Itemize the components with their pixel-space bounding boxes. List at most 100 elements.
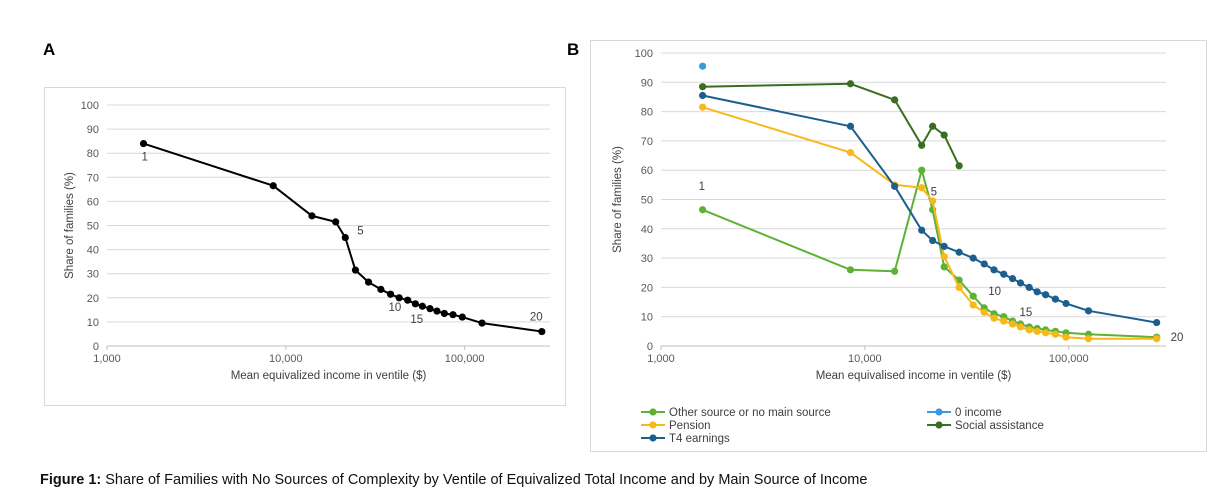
chart-a-point-label: 15 bbox=[410, 314, 423, 326]
chart-b-x-tick-label: 1,000 bbox=[647, 353, 675, 365]
chart-a-series-0-point bbox=[458, 313, 466, 321]
chart-b-series-other-source-or-no-main-source-point bbox=[891, 267, 899, 275]
legend-t4-earnings-label: T4 earnings bbox=[669, 433, 730, 445]
chart-a-series-0-point bbox=[433, 307, 441, 315]
chart-a-series-0-point bbox=[418, 302, 426, 310]
chart-a-series-0-point bbox=[364, 278, 373, 286]
chart-b-y-tick-label: 90 bbox=[641, 77, 653, 89]
chart-b-x-tick-label: 10,000 bbox=[848, 353, 882, 365]
chart-a: 0 10 20 30 40 50 60 70 80 90 100 1,000 10,000 100,000… bbox=[64, 100, 550, 382]
chart-a-point-label: 1 bbox=[142, 152, 148, 164]
chart-b-series-t4-earnings-point bbox=[846, 122, 855, 130]
chart-a-series-0-point bbox=[351, 266, 360, 274]
chart-b-series-t4-earnings-point bbox=[699, 91, 707, 100]
legend-t4-earnings-swatch-marker bbox=[649, 434, 657, 442]
chart-b-series-other-source-or-no-main-source-point bbox=[699, 206, 707, 214]
chart-b-y-tick-label: 80 bbox=[641, 107, 653, 119]
chart-a-y-tick-label: 80 bbox=[87, 148, 99, 160]
chart-a-point-label: 20 bbox=[530, 312, 543, 324]
chart-b-series-social-assistance-point bbox=[699, 83, 707, 91]
chart-b-y-tick-label: 30 bbox=[641, 253, 653, 265]
chart-b-series-t4-earnings-point bbox=[969, 254, 977, 262]
chart-a-series-0-point bbox=[269, 182, 277, 190]
chart-b-series-t4-earnings-point bbox=[980, 260, 988, 268]
chart-b-y-tick-label: 0 bbox=[647, 341, 653, 353]
chart-a-series-0-point bbox=[139, 139, 148, 148]
panel-a-letter: A bbox=[43, 40, 56, 59]
chart-b-series-t4-earnings-point bbox=[1025, 283, 1033, 291]
chart-a-series-0-point bbox=[440, 309, 448, 318]
chart-b-series-pension-point bbox=[1000, 317, 1008, 325]
chart-b-series-other-source-or-no-main-source-point bbox=[918, 166, 926, 174]
chart-b-point-label: 1 bbox=[699, 181, 705, 193]
chart-a-series-0-point bbox=[426, 305, 434, 313]
chart-a-y-tick-label: 70 bbox=[87, 172, 99, 184]
chart-a-x-axis-title: Mean equivalized income in ventile ($) bbox=[231, 370, 427, 382]
chart-b-series-pension-line bbox=[702, 106, 1157, 340]
chart-a-series-0-point bbox=[386, 290, 395, 298]
chart-b-series-t4-earnings-point bbox=[1062, 299, 1070, 308]
legend-social-assistance-label: Social assistance bbox=[955, 420, 1044, 432]
chart-b-series-social-assistance-line bbox=[702, 82, 961, 167]
chart-a-series-0-point bbox=[332, 218, 340, 226]
legend-social-assistance-swatch-marker bbox=[935, 421, 943, 429]
chart-b-series-pension-point bbox=[1051, 330, 1059, 338]
chart-a-y-tick-label: 90 bbox=[87, 124, 99, 136]
chart-b-series-pension-point bbox=[980, 308, 988, 316]
chart-a-y-tick-label: 100 bbox=[81, 100, 99, 112]
chart-b-series-social-assistance-point bbox=[929, 122, 937, 130]
chart-b-series-social-assistance-point bbox=[846, 80, 855, 88]
chart-b-y-tick-label: 50 bbox=[641, 195, 653, 207]
chart-b-frame: 0 10 20 30 40 50 60 70 80 90 100 1,000 10,000 100,000… bbox=[590, 40, 1207, 452]
chart-b-series-pension-point bbox=[1033, 327, 1041, 335]
legend-0-income-label: 0 income bbox=[955, 407, 1002, 419]
chart-a-y-tick-label: 40 bbox=[87, 245, 99, 257]
chart-b-series-pension-point bbox=[1008, 320, 1017, 328]
chart-b-series-pension-point bbox=[1041, 329, 1050, 337]
chart-b-series-pension-point bbox=[1016, 323, 1025, 331]
chart-b-series-other-source-or-no-main-source-point bbox=[846, 266, 855, 274]
chart-b-series-pension-point bbox=[969, 301, 977, 309]
caption-label: Figure 1: bbox=[40, 472, 102, 488]
chart-b-series-0-income-point bbox=[699, 62, 707, 70]
chart-a-y-tick-label: 60 bbox=[87, 196, 99, 208]
chart-a-point-label: 5 bbox=[357, 226, 363, 238]
chart-b-y-tick-label: 60 bbox=[641, 165, 653, 177]
caption-text: Share of Families with No Sources of Com… bbox=[105, 472, 868, 488]
chart-b-series-pension-point bbox=[1062, 333, 1070, 341]
chart-b-series-other-source-or-no-main-source-point bbox=[969, 292, 977, 300]
chart-a-series-0-point bbox=[478, 319, 486, 327]
chart-a-series-0-point bbox=[395, 294, 403, 302]
chart-b-series-t4-earnings-point bbox=[1051, 295, 1059, 303]
chart-a-x-tick-label: 10,000 bbox=[269, 353, 303, 365]
chart-b-point-label: 20 bbox=[1171, 332, 1184, 344]
legend-0-income-swatch-marker bbox=[935, 408, 943, 416]
chart-a-x-tick-label: 1,000 bbox=[93, 353, 121, 365]
legend-pension-label: Pension bbox=[669, 420, 711, 432]
chart-a-y-tick-label: 50 bbox=[87, 221, 99, 233]
chart-b-series-t4-earnings-point bbox=[1084, 307, 1093, 315]
chart-b-series-t4-earnings-point bbox=[1008, 275, 1017, 283]
chart-b-point-label: 5 bbox=[931, 187, 937, 199]
chart-b-series-t4-earnings-point bbox=[1033, 288, 1041, 296]
chart-a-y-tick-label: 20 bbox=[87, 293, 99, 305]
chart-b-y-tick-label: 100 bbox=[635, 48, 653, 60]
chart-b-x-tick-label: 100,000 bbox=[1049, 353, 1089, 365]
chart-a-series-0-point bbox=[341, 233, 349, 242]
chart-b-y-tick-label: 10 bbox=[641, 312, 653, 324]
chart-b-series-pension-point bbox=[955, 283, 963, 291]
chart-b-series-social-assistance-point bbox=[891, 96, 899, 104]
chart-a-series-0-point bbox=[377, 285, 385, 293]
chart-b-series-pension-point bbox=[940, 253, 948, 261]
chart-b-series-t4-earnings-point bbox=[891, 182, 899, 190]
chart-b-y-tick-label: 20 bbox=[641, 282, 653, 294]
chart-b-series-t4-earnings-point bbox=[1016, 279, 1025, 287]
chart-a-series-0-point bbox=[449, 311, 457, 319]
chart-b-series-t4-earnings-point bbox=[955, 248, 963, 256]
chart-b-series-social-assistance-point bbox=[955, 162, 963, 170]
chart-b-series-pension-point bbox=[846, 149, 855, 157]
chart-b-series-pension-point bbox=[929, 197, 937, 205]
chart-a-frame: 0 10 20 30 40 50 60 70 80 90 100 1,000 10,000 100,000… bbox=[44, 87, 566, 406]
panel-b-letter: B bbox=[567, 40, 580, 59]
chart-b-series-pension-point bbox=[1084, 335, 1093, 343]
